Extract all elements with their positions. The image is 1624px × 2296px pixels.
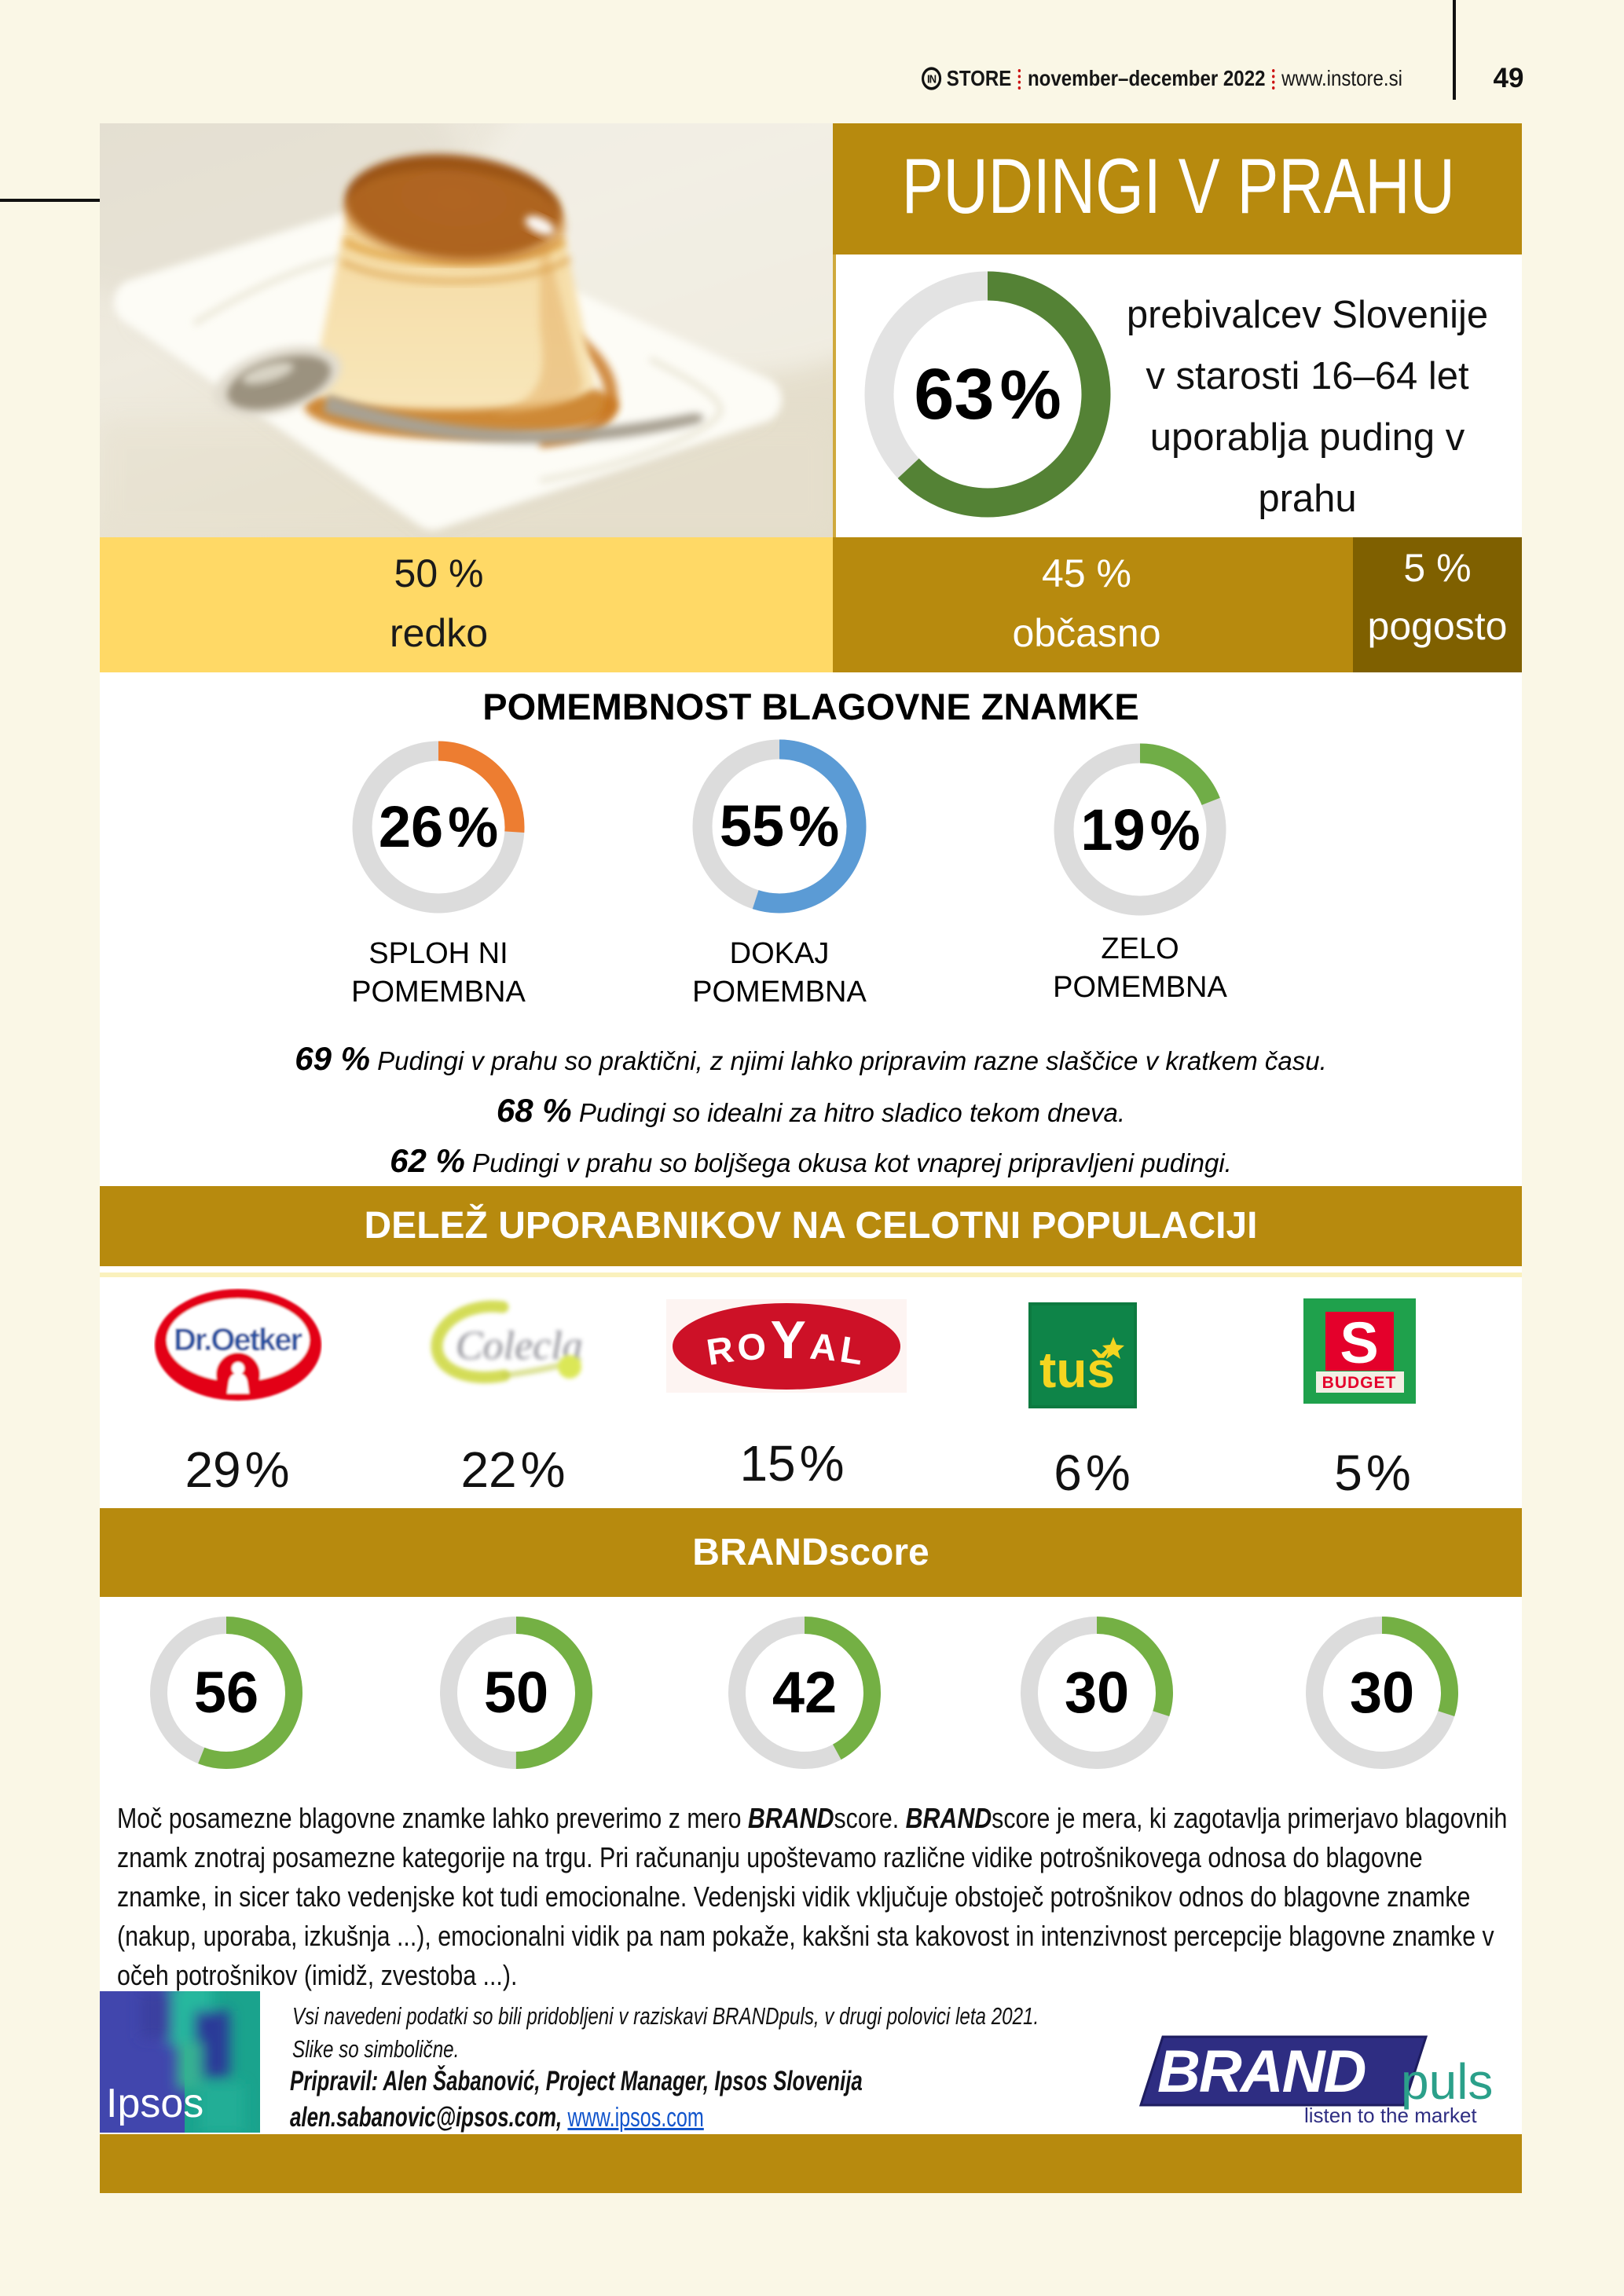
svg-text:IN: IN bbox=[927, 72, 937, 86]
svg-text:Dr.Oetker: Dr.Oetker bbox=[174, 1323, 302, 1357]
svg-text:S: S bbox=[1340, 1310, 1378, 1375]
svg-text:Ipsos: Ipsos bbox=[106, 2081, 203, 2126]
svg-text:puls: puls bbox=[1401, 2053, 1493, 2110]
svg-text:listen to the market: listen to the market bbox=[1304, 2104, 1477, 2127]
svg-text:BUDGET: BUDGET bbox=[1322, 1374, 1397, 1392]
svg-text:BRAND: BRAND bbox=[1157, 2038, 1366, 2105]
svg-text:tuš: tuš bbox=[1039, 1342, 1115, 1398]
